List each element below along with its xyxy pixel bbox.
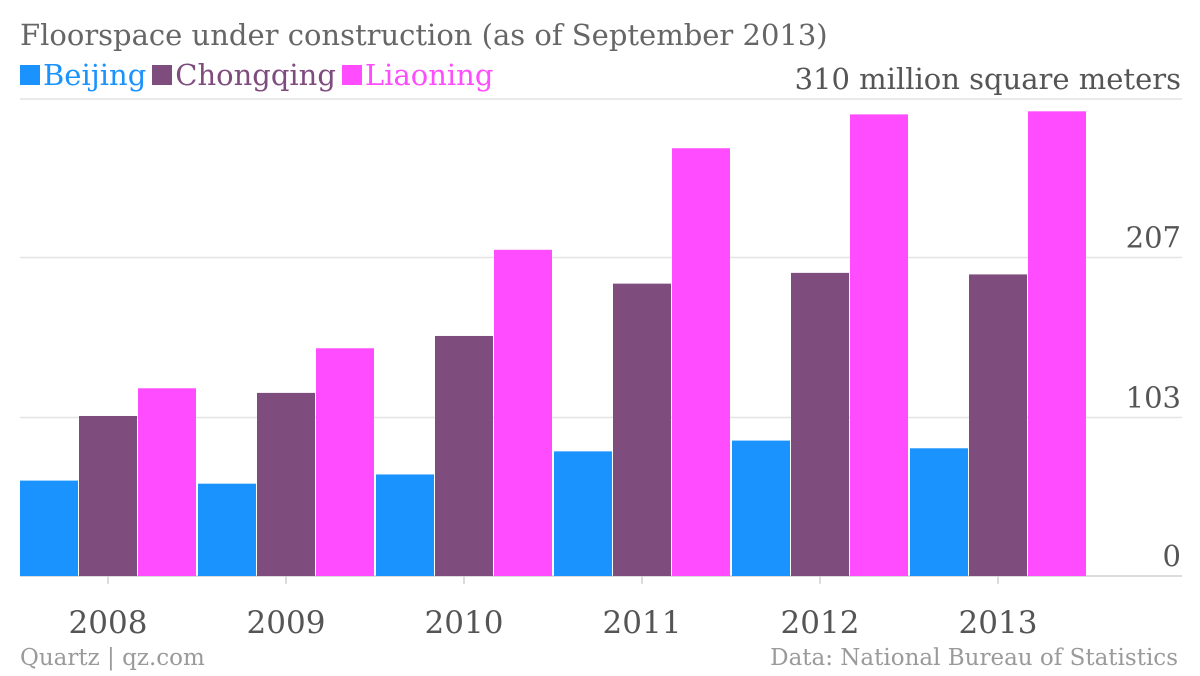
data-source: Data: National Bureau of Statistics (770, 645, 1178, 671)
legend-swatch-chongqing (152, 65, 173, 85)
legend: Beijing Chongqing Liaoning (20, 58, 499, 92)
legend-label-chongqing: Chongqing (175, 58, 336, 92)
bar-beijing-2011 (554, 451, 612, 576)
bar-liaoning-2011 (672, 148, 730, 576)
source-credit: Quartz | qz.com (20, 645, 205, 671)
legend-label-liaoning: Liaoning (364, 58, 494, 92)
x-tick-label-2013: 2013 (959, 605, 1038, 641)
y-tick-label-310: 310 million square meters (795, 62, 1181, 96)
legend-swatch-beijing (20, 65, 40, 85)
chart-title: Floorspace under construction (as of Sep… (20, 18, 828, 52)
y-tick-label-103: 103 (1126, 381, 1181, 415)
bar-beijing-2012 (732, 440, 790, 576)
legend-item-beijing: Beijing (20, 58, 146, 92)
y-tick-label-0: 0 (1163, 539, 1181, 573)
bar-liaoning-2012 (850, 114, 908, 577)
bar-liaoning-2008 (138, 388, 196, 576)
x-tick-label-2012: 2012 (781, 605, 860, 641)
x-tick-label-2009: 2009 (247, 605, 326, 641)
bar-chongqing-2010 (435, 335, 493, 576)
bar-beijing-2010 (376, 474, 434, 576)
bar-beijing-2008 (20, 480, 78, 576)
bar-liaoning-2009 (316, 348, 374, 576)
bar-beijing-2009 (198, 483, 256, 576)
x-tick-label-2008: 2008 (69, 605, 148, 641)
legend-item-chongqing: Chongqing (152, 58, 336, 92)
legend-label-beijing: Beijing (43, 58, 147, 92)
bar-chongqing-2012 (791, 272, 849, 576)
bar-liaoning-2013 (1028, 111, 1086, 576)
bar-chongqing-2011 (613, 283, 671, 576)
legend-item-liaoning: Liaoning (341, 58, 494, 92)
bar-chongqing-2013 (969, 274, 1027, 576)
y-tick-label-207: 207 (1126, 220, 1181, 254)
bar-chongqing-2008 (79, 415, 137, 576)
bar-chongqing-2009 (257, 392, 315, 576)
x-tick-label-2011: 2011 (603, 605, 682, 641)
bar-liaoning-2010 (494, 249, 552, 576)
bar-beijing-2013 (910, 448, 968, 576)
x-tick-label-2010: 2010 (425, 605, 504, 641)
legend-swatch-liaoning (341, 65, 362, 85)
